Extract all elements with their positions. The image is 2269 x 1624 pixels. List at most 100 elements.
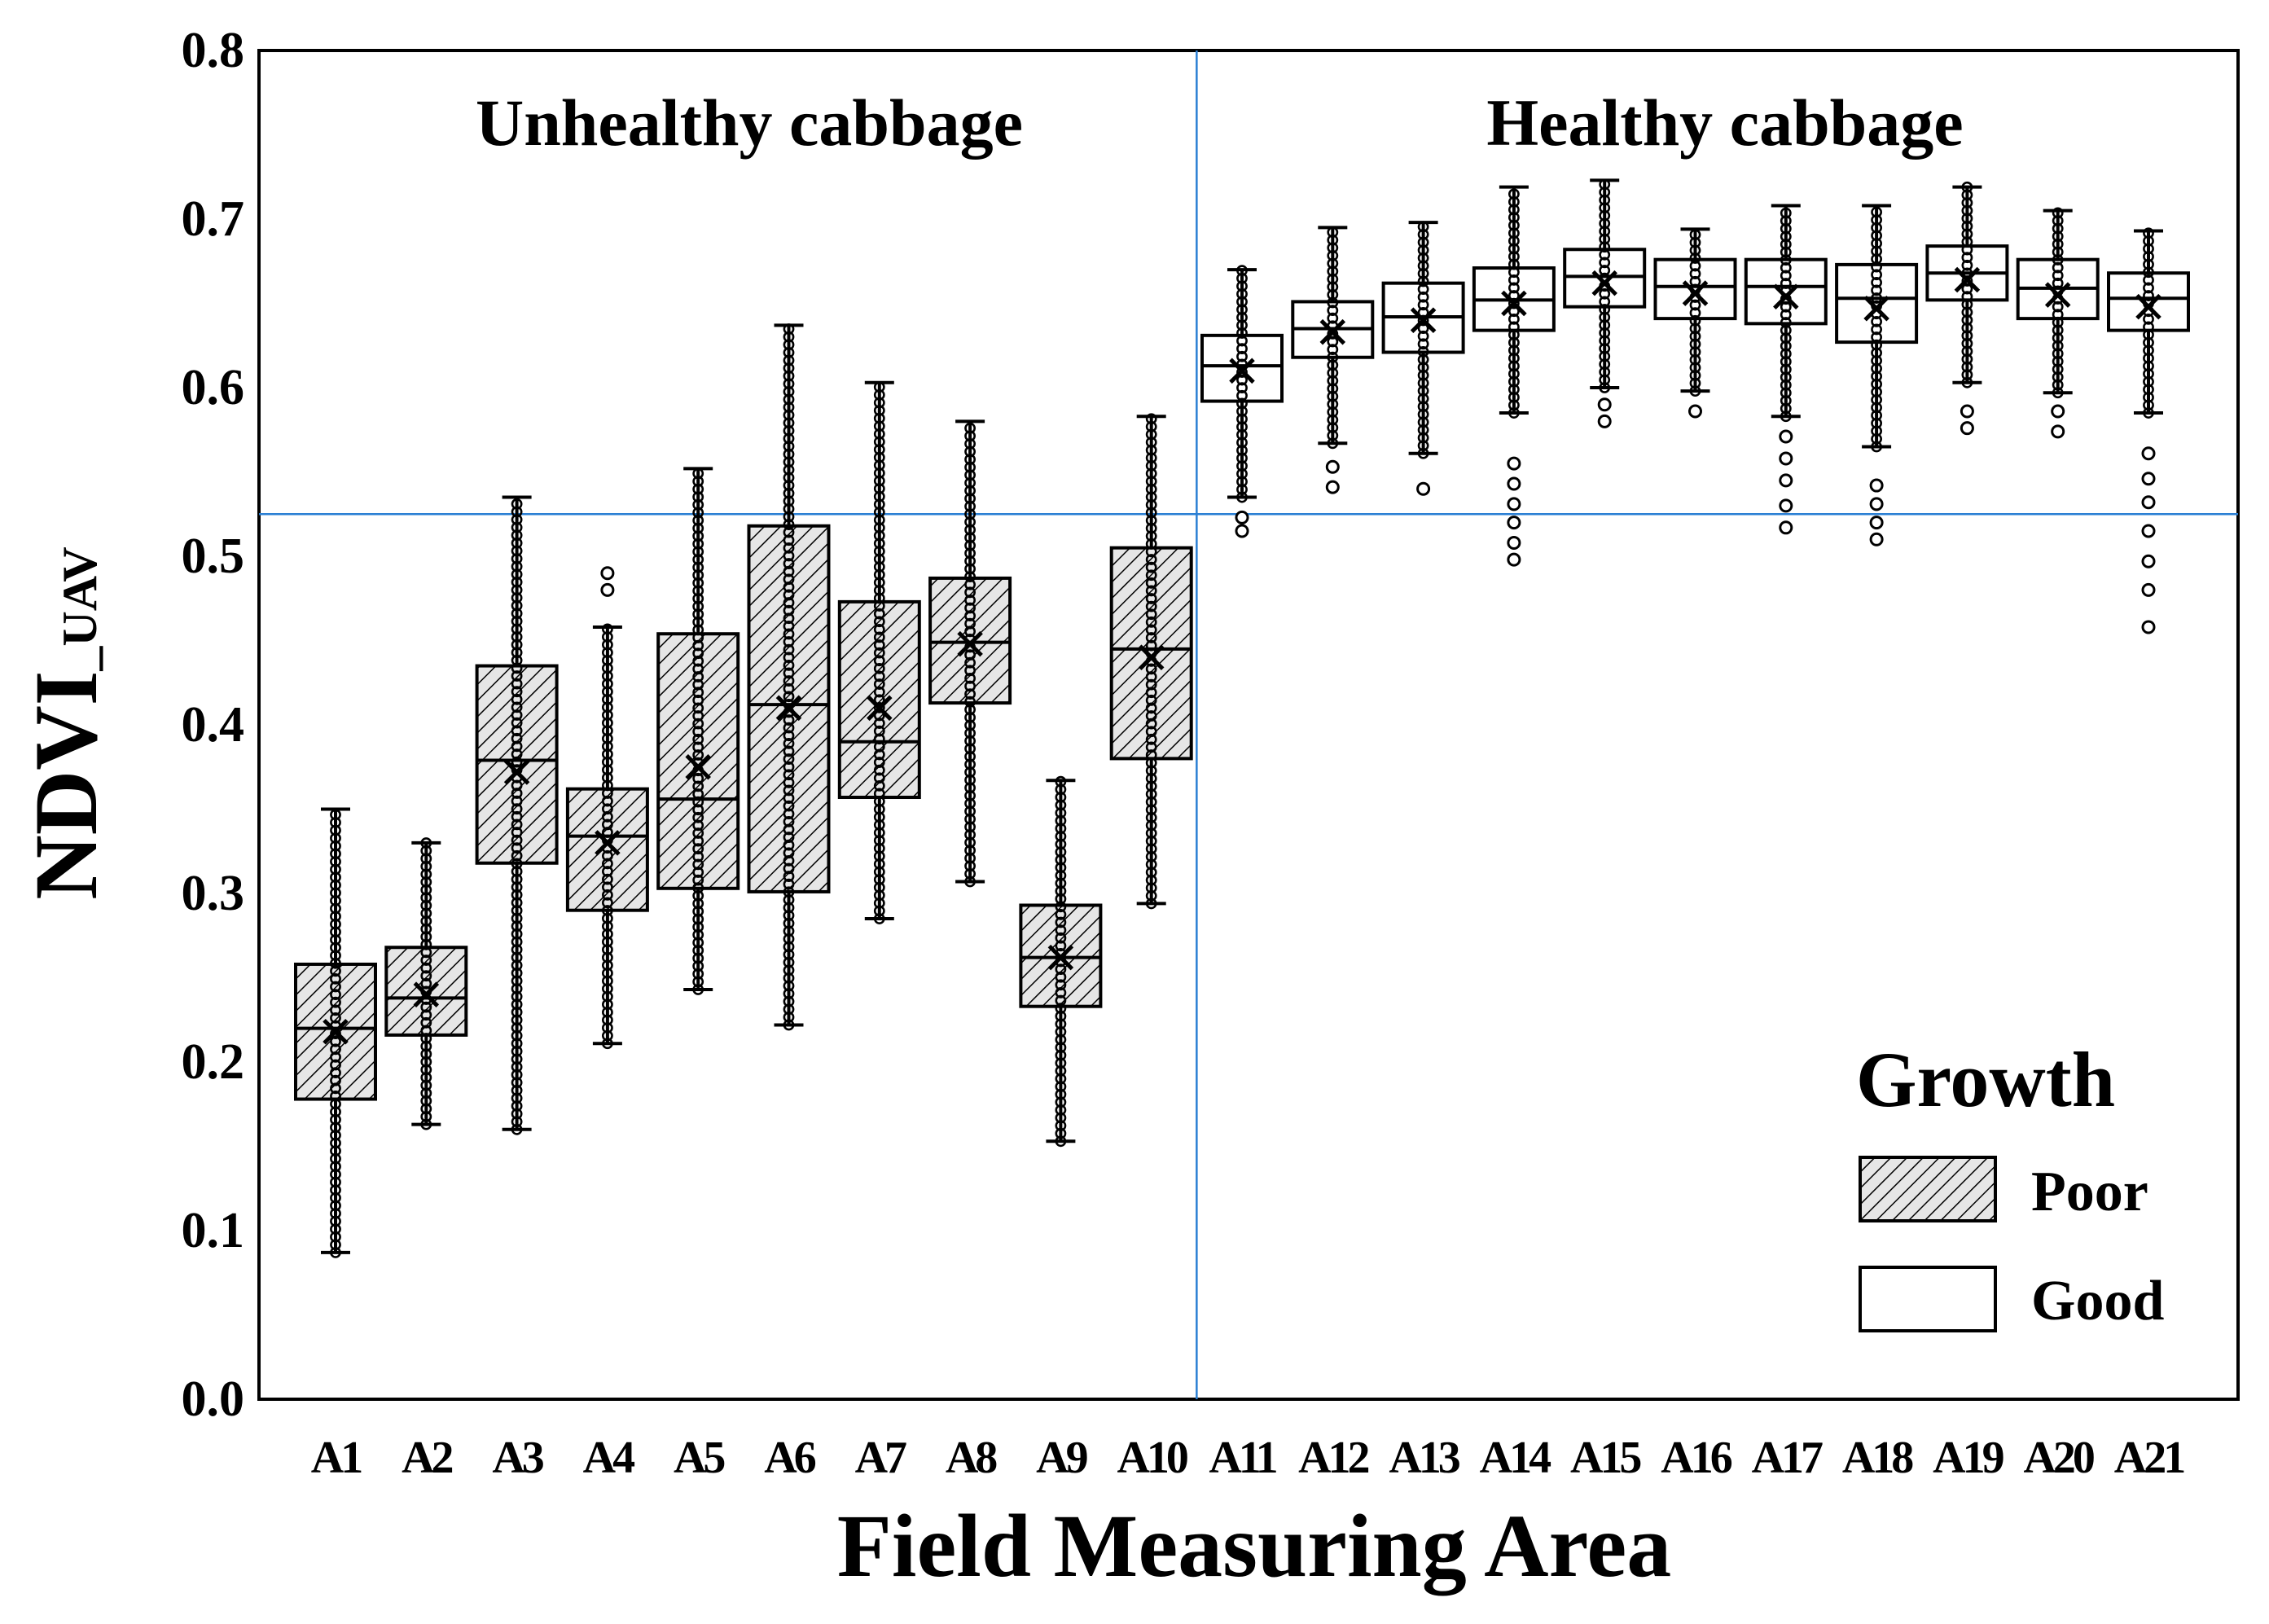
data-point [1327,281,1339,293]
data-point [1508,345,1520,357]
outlier-point [1507,476,1521,491]
data-point [873,467,885,479]
data-point [964,790,976,801]
mean-marker [1682,280,1709,306]
data-point [1508,360,1520,372]
x-tick-label: A13 [1389,1433,1459,1483]
data-point [783,832,795,843]
data-point [1055,799,1067,811]
data-point [873,811,885,823]
data-point [964,485,976,497]
data-point [1961,213,1973,225]
data-point [1417,275,1429,287]
data-point [1145,577,1157,589]
outlier-point [1779,451,1793,466]
data-point [330,1130,341,1141]
data-point [602,936,613,948]
box-A16 [1653,227,1737,419]
data-point [692,749,704,761]
data-point [1508,195,1520,208]
data-point [330,1247,341,1258]
mean-marker [1410,307,1437,333]
data-point [783,730,795,742]
data-point [1961,197,1973,208]
data-point [964,680,976,692]
data-point [1145,561,1157,573]
data-point [1417,268,1429,279]
data-point [783,511,795,523]
box-A18 [1835,204,1919,546]
data-point [783,589,795,601]
data-point [511,951,523,963]
data-point [873,881,885,893]
data-point [1145,554,1157,565]
data-point [330,824,341,836]
data-point [330,895,341,906]
data-point [420,837,432,849]
data-point [511,983,523,994]
mean-marker [413,981,440,1007]
x-tick-label: A12 [1298,1433,1368,1483]
data-point [511,849,523,862]
data-point [330,879,341,891]
data-point [1961,322,1973,334]
data-point [2143,375,2154,388]
data-point [1327,312,1339,324]
outlier-point [1869,516,1884,530]
x-tick-label: A18 [1842,1433,1913,1483]
data-point [1599,217,1611,230]
data-point [511,576,523,588]
data-point [964,829,976,841]
data-point [964,821,976,833]
data-point [1145,616,1157,628]
data-point [1961,353,1973,365]
data-point [1871,378,1882,390]
data-point [1599,350,1611,362]
data-point [783,714,795,726]
data-point [873,459,885,472]
data-point [1871,315,1882,327]
data-point [783,691,795,703]
data-point [1508,219,1520,231]
data-point [420,1016,432,1029]
data-point [783,526,795,538]
data-point [692,819,704,832]
data-point [2052,340,2064,352]
data-point [330,1169,341,1180]
data-point [511,560,523,573]
data-point [1055,1135,1067,1148]
data-point [2143,352,2154,364]
data-point [1327,437,1339,450]
data-point [2052,270,2064,282]
data-point [783,1011,795,1023]
data-point [602,1022,613,1034]
data-point [1055,908,1067,920]
data-point [1689,268,1701,280]
data-point [602,693,613,705]
data-point [783,792,795,804]
data-point [1145,444,1157,456]
y-tick-label: 0.2 [182,1034,245,1090]
data-point [1871,339,1882,351]
data-point [783,573,795,586]
data-point [330,1145,341,1157]
mean-marker [2135,293,2161,320]
data-point [511,920,523,933]
data-point [602,912,613,924]
data-point [1145,882,1157,894]
data-point [1417,229,1429,240]
data-point [1599,257,1611,269]
data-point [2052,324,2064,336]
data-point [1961,330,1973,342]
box-A15 [1563,178,1647,428]
data-point [2143,235,2154,247]
data-point [1145,467,1157,480]
data-point [1417,244,1429,257]
data-point [511,678,523,690]
data-point [692,726,704,738]
data-point [1508,384,1520,396]
data-point [1145,765,1157,777]
data-point [2143,258,2154,270]
data-point [692,498,704,511]
data-point [873,827,885,839]
